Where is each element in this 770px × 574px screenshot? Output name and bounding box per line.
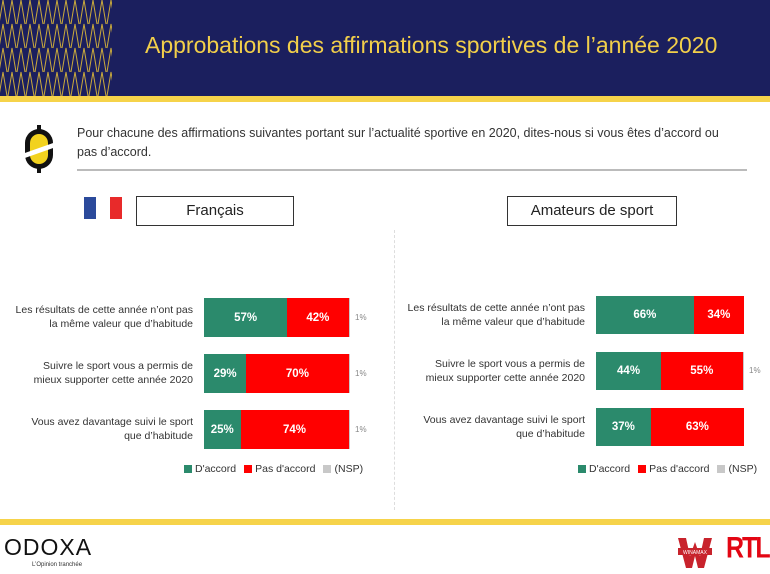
category-label: Vous avez davantage suivi le sport que d… [423, 414, 585, 440]
chart-legend: D'accord Pas d'accord (NSP) [184, 463, 363, 475]
header-banner: Approbations des affirmations sportives … [0, 0, 770, 96]
bar-agree: 37% [596, 408, 651, 446]
nsp-value-label: 1% [355, 424, 367, 434]
legend-item-agree: D'accord [184, 463, 236, 475]
question-underline [77, 169, 747, 171]
category-label: Suivre le sport vous a permis de mieux s… [425, 358, 585, 384]
category-label: Vous avez davantage suivi le sport que d… [31, 416, 193, 442]
category-label: Les résultats de cette année n’ont pas l… [15, 304, 193, 330]
chart-title-amateurs: Amateurs de sport [507, 196, 677, 226]
winamax-logo-icon: WINAMAX [678, 538, 712, 568]
bar-nsp [348, 410, 350, 449]
svg-text:WINAMAX: WINAMAX [683, 550, 708, 556]
bar-disagree: 34% [693, 296, 744, 334]
legend-label: (NSP) [728, 463, 758, 475]
odoxa-brand: ODOXA [4, 534, 93, 560]
bar-agree: 57% [204, 298, 288, 337]
nsp-value-label: 1% [749, 366, 761, 375]
bar-agree: 66% [596, 296, 694, 334]
panel-divider [394, 230, 395, 510]
bar-disagree: 63% [650, 408, 744, 446]
legend-label: D'accord [195, 463, 237, 475]
chart-title-francais: Français [136, 196, 294, 226]
bar-nsp [348, 298, 350, 337]
yellow-divider [0, 96, 770, 102]
nsp-value-label: 1% [355, 312, 367, 322]
chart-legend: D'accord Pas d'accord (NSP) [578, 463, 757, 475]
bar-nsp [742, 352, 744, 390]
bar-disagree: 42% [287, 298, 349, 337]
legend-swatch [578, 465, 586, 473]
odoxa-tagline: L’Opinion tranchée [32, 562, 83, 568]
bar-disagree: 70% [246, 354, 349, 393]
french-flag-icon [84, 197, 122, 219]
bar-agree: 29% [204, 354, 247, 393]
category-label: Les résultats de cette année n’ont pas l… [407, 302, 585, 328]
legend-item-nsp: (NSP) [323, 463, 363, 475]
category-label: Suivre le sport vous a permis de mieux s… [33, 360, 193, 386]
legend-swatch [244, 465, 253, 473]
bar-agree: 25% [204, 410, 241, 449]
chevron-pattern-decoration [0, 0, 112, 96]
survey-question: Pour chacune des affirmations suivantes … [77, 126, 719, 159]
legend-item-disagree: Pas d'accord [638, 463, 709, 475]
legend-item-agree: D'accord [578, 463, 630, 475]
page-title: Approbations des affirmations sportives … [145, 32, 718, 58]
legend-label: Pas d'accord [255, 463, 316, 475]
bar-disagree: 55% [661, 352, 743, 390]
nsp-value-label: 1% [355, 368, 367, 378]
legend-swatch [323, 465, 332, 473]
odoxa-logo-icon [22, 125, 56, 173]
legend-item-disagree: Pas d'accord [244, 463, 315, 475]
legend-swatch [184, 465, 192, 473]
bar-nsp [348, 354, 350, 393]
bar-agree: 44% [596, 352, 662, 390]
legend-label: D'accord [589, 463, 631, 475]
legend-label: Pas d'accord [649, 463, 710, 475]
legend-label: (NSP) [334, 463, 364, 475]
legend-swatch [717, 465, 726, 473]
rtl-logo: RTL [726, 531, 770, 565]
footer-divider [0, 519, 770, 525]
legend-item-nsp: (NSP) [717, 463, 757, 475]
legend-swatch [638, 465, 647, 473]
bar-disagree: 74% [240, 410, 349, 449]
